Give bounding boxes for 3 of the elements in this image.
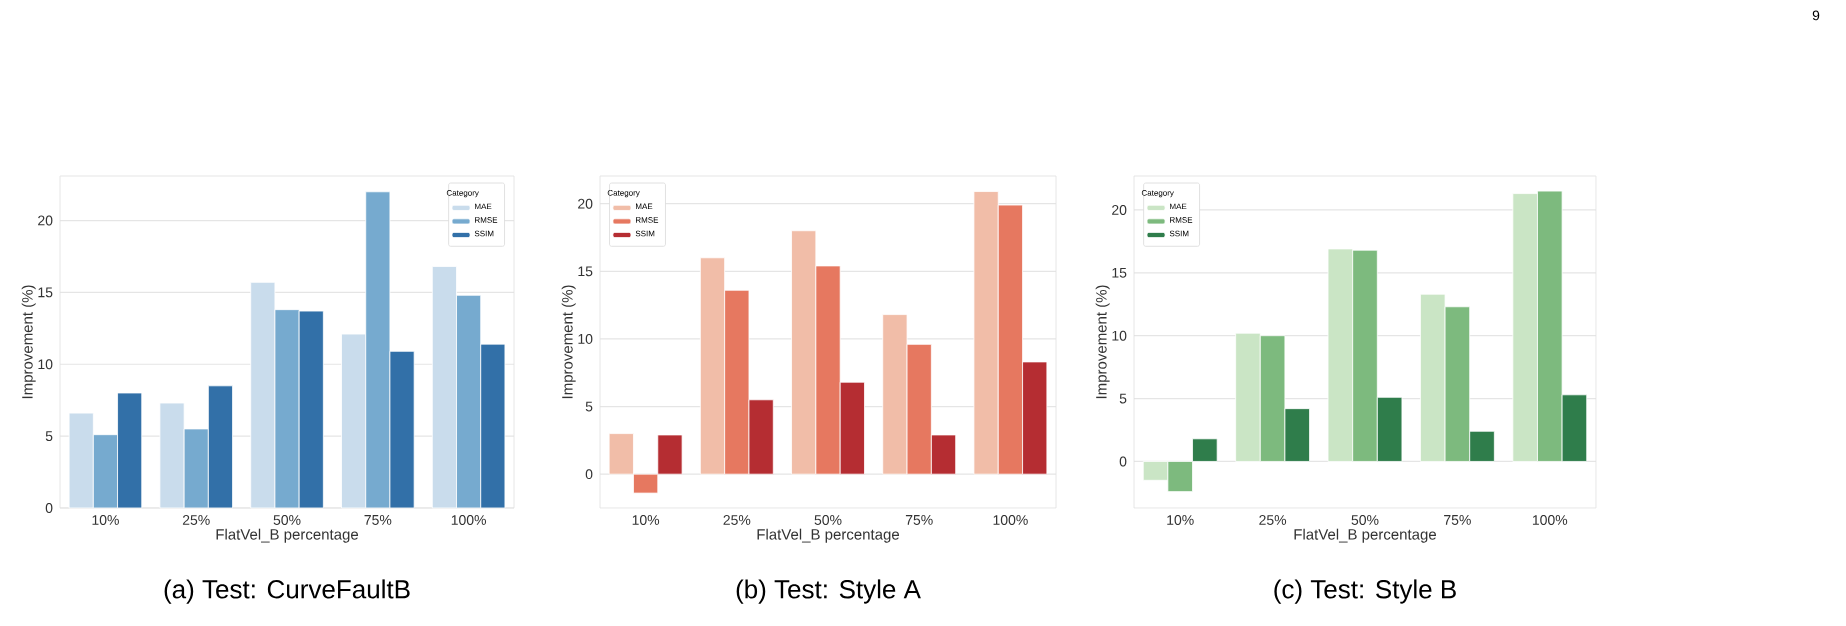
text: (a) Test: CurveFaultB [164, 579, 410, 604]
text: (b) Test: Style A [736, 579, 921, 604]
text: (c) Test: Style B [1274, 579, 1456, 604]
